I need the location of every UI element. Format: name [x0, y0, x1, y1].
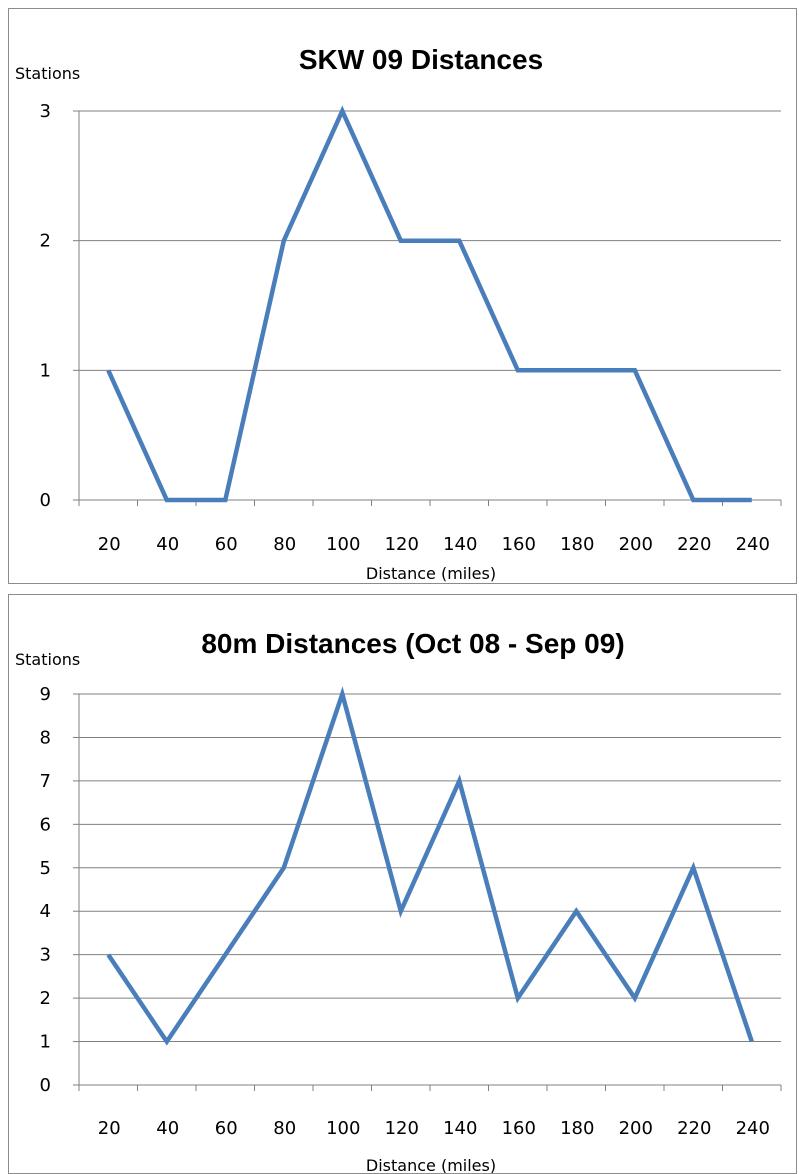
x-tick-label: 200 [619, 534, 653, 555]
y-tick-label: 6 [40, 814, 51, 835]
x-tick-label: 100 [326, 1118, 360, 1139]
x-tick-label: 160 [502, 1118, 536, 1139]
x-tick-label: 220 [677, 534, 711, 555]
x-tick-label: 120 [385, 1118, 419, 1139]
x-tick-label: 240 [736, 534, 770, 555]
x-tick-label: 160 [502, 534, 536, 555]
x-tick-label: 140 [443, 1118, 477, 1139]
axes [73, 111, 781, 506]
x-tick-label: 180 [560, 534, 594, 555]
chart-title: 80m Distances (Oct 08 - Sep 09) [201, 628, 624, 659]
x-tick-label: 120 [385, 534, 419, 555]
y-tick-label: 9 [40, 684, 51, 705]
y-tick-label: 3 [40, 945, 51, 966]
y-tick-label: 7 [40, 771, 51, 792]
x-tick-label: 80 [273, 534, 296, 555]
chart-80m: 80m Distances (Oct 08 - Sep 09) Stations… [9, 595, 796, 1173]
grid-lines [79, 694, 781, 1042]
x-tick-label: 20 [98, 1118, 121, 1139]
axes [73, 694, 781, 1091]
x-tick-label: 60 [215, 534, 238, 555]
chart-skw09: SKW 09 Distances Stations Distance (mile… [9, 9, 796, 583]
x-axis-label: Distance (miles) [366, 564, 496, 583]
x-tick-label: 240 [736, 1118, 770, 1139]
x-tick-label: 100 [326, 534, 360, 555]
y-tick-label: 1 [40, 360, 51, 381]
y-tick-label: 5 [40, 858, 51, 879]
x-tick-label: 140 [443, 534, 477, 555]
chart-panel-80m: 80m Distances (Oct 08 - Sep 09) Stations… [8, 594, 797, 1174]
x-tick-label: 80 [273, 1118, 296, 1139]
x-tick-label: 40 [156, 1118, 179, 1139]
x-tick-label: 60 [215, 1118, 238, 1139]
y-tick-label: 8 [40, 727, 51, 748]
chart-title: SKW 09 Distances [299, 44, 543, 75]
y-tick-label: 4 [40, 901, 51, 922]
x-tick-label: 40 [156, 534, 179, 555]
y-tick-label: 1 [40, 1032, 51, 1053]
y-tick-label: 3 [40, 101, 51, 122]
x-tick-label: 180 [560, 1118, 594, 1139]
series-line [108, 111, 752, 500]
y-tick-label: 2 [40, 988, 51, 1009]
x-tick-label: 200 [619, 1118, 653, 1139]
x-axis-label: Distance (miles) [366, 1156, 496, 1173]
tick-labels: 0 1 2 3 20 40 60 80 100 120 140 160 180 200 220 240 [40, 101, 770, 555]
y-axis-label: Stations [15, 650, 80, 669]
y-tick-label: 0 [40, 490, 51, 511]
x-tick-label: 20 [98, 534, 121, 555]
y-tick-label: 2 [40, 231, 51, 252]
chart-panel-skw09: SKW 09 Distances Stations Distance (mile… [8, 8, 797, 584]
x-tick-label: 220 [677, 1118, 711, 1139]
y-axis-label: Stations [15, 64, 80, 83]
y-tick-label: 0 [40, 1075, 51, 1096]
series-layer [108, 111, 752, 500]
